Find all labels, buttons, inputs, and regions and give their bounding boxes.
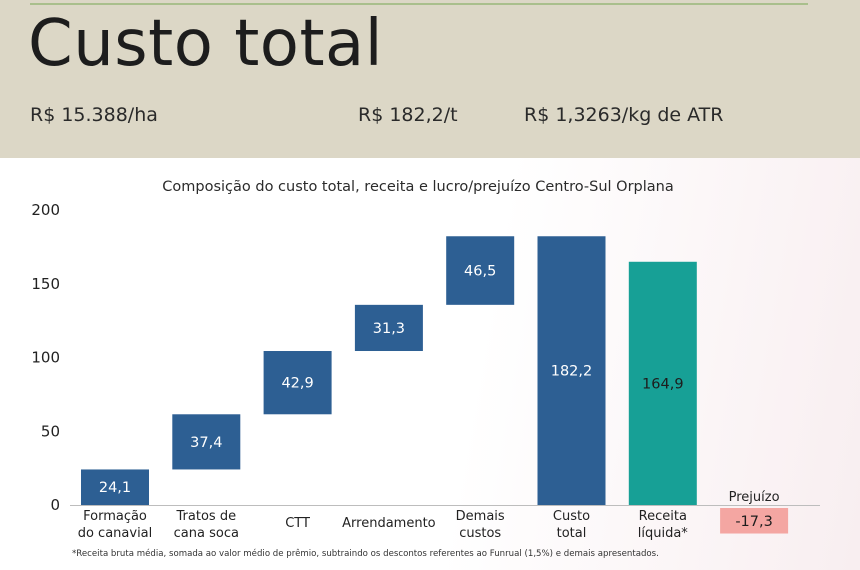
category-label: Receita líquida* <box>638 509 689 541</box>
data-label: 37,4 <box>190 435 222 451</box>
bar-3 <box>263 351 332 415</box>
bar-series: 24,1 37,4 42,9 31,3 46,5 182,2 164,9 -17,3 <box>81 236 789 534</box>
bar-2 <box>172 414 241 470</box>
page-title: Custo total <box>28 7 384 81</box>
y-tick-label: 0 <box>50 496 60 514</box>
y-axis: 0 50 100 150 200 <box>31 201 820 514</box>
category-label: Demais custos <box>456 509 505 541</box>
bar-7 <box>628 261 697 505</box>
data-label: 46,5 <box>464 264 496 280</box>
bar-8 <box>720 508 789 534</box>
data-label: 31,3 <box>373 321 405 337</box>
metric-cost-per-hectare: R$ 15.388/ha <box>30 104 158 126</box>
bar-1 <box>81 469 149 505</box>
y-tick-label: 150 <box>31 275 60 293</box>
header-divider <box>30 3 808 5</box>
metric-cost-per-ton: R$ 182,2/t <box>358 104 458 126</box>
header-band: Custo total R$ 15.388/ha R$ 182,2/t R$ 1… <box>0 0 860 158</box>
bar-5 <box>446 236 515 305</box>
y-tick-label: 100 <box>31 349 60 367</box>
category-label: Arrendamento <box>342 516 436 531</box>
category-label: Custo total <box>553 509 590 541</box>
chart-title: Composição do custo total, receita e luc… <box>162 179 674 195</box>
category-label: Tratos de cana soca <box>174 509 239 541</box>
bar-6 <box>537 236 606 505</box>
category-label: Formação do canavial <box>78 509 153 541</box>
y-tick-label: 200 <box>31 201 60 219</box>
metric-cost-per-kg-atr: R$ 1,3263/kg de ATR <box>524 104 724 126</box>
data-label: 182,2 <box>551 364 593 380</box>
footnote: *Receita bruta média, somada ao valor mé… <box>72 549 659 559</box>
y-tick-label: 50 <box>41 422 60 440</box>
data-label: -17,3 <box>735 514 773 530</box>
category-label: Prejuízo <box>729 490 780 505</box>
data-label: 42,9 <box>281 376 313 392</box>
bar-4 <box>354 304 423 352</box>
data-label: 24,1 <box>99 480 131 496</box>
category-labels: Formação do canavial Tratos de cana soca CTT… <box>78 490 780 541</box>
data-label: 164,9 <box>642 376 684 392</box>
category-label: CTT <box>285 516 310 531</box>
